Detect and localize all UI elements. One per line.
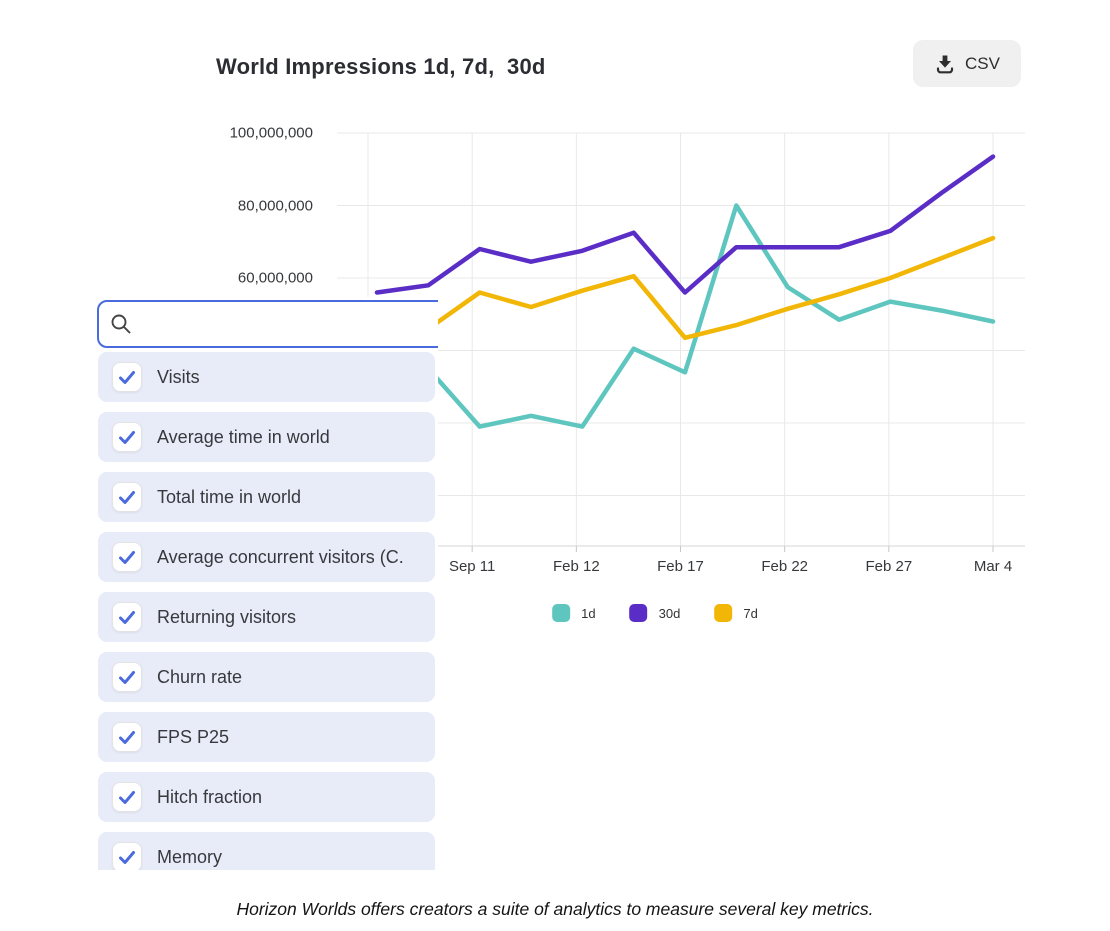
page-title: World Impressions 1d, 7d, 30d <box>216 54 546 79</box>
checkbox-checked[interactable] <box>112 482 142 512</box>
metric-label: Returning visitors <box>157 606 297 627</box>
metric-label: Hitch fraction <box>157 786 263 807</box>
metric-list-item[interactable]: Total time in world <box>98 472 435 522</box>
checkbox-checked[interactable] <box>112 362 142 392</box>
metric-list-item[interactable]: FPS P25 <box>98 712 435 762</box>
metric-list-item[interactable]: Churn rate <box>98 652 435 702</box>
metric-label: Average concurrent visitors (C. <box>157 546 404 567</box>
legend-label: 30d <box>658 605 681 621</box>
checkbox-checked[interactable] <box>112 542 142 572</box>
legend-swatch-7d <box>714 604 733 622</box>
checkmark-icon <box>119 371 135 384</box>
legend-swatch-30d <box>629 604 648 622</box>
checkmark-icon <box>119 551 135 564</box>
checkmark-icon <box>119 791 135 804</box>
checkmark-icon <box>119 491 135 504</box>
legend-swatch-1d <box>552 604 571 622</box>
series-line-7d <box>426 235 996 341</box>
metric-list: Visits Average time in world Total time in… <box>95 352 438 870</box>
y-tick-label: 60,000,000 <box>237 269 313 287</box>
chart-area[interactable] <box>330 126 1030 558</box>
metric-label: Total time in world <box>157 486 302 507</box>
chart-legend: 1d 30d 7d <box>552 604 758 622</box>
checkbox-checked[interactable] <box>112 842 142 870</box>
y-tick-label: 80,000,000 <box>237 197 313 214</box>
download-icon <box>936 55 954 73</box>
checkmark-icon <box>119 671 135 684</box>
legend-item-7d[interactable]: 7d <box>714 604 758 622</box>
x-tick-label: Mar 4 <box>973 558 1013 575</box>
series-line-30d <box>374 154 996 295</box>
search-input[interactable] <box>141 313 438 335</box>
metric-label: Memory <box>157 846 223 867</box>
x-tick-label: Feb 12 <box>552 558 600 575</box>
metric-list-item[interactable]: Hitch fraction <box>98 772 435 822</box>
metric-filter-panel: Visits Average time in world Total time in… <box>95 297 438 870</box>
metric-list-item[interactable]: Returning visitors <box>98 592 435 642</box>
metric-list-item[interactable]: Average time in world <box>98 412 435 462</box>
checkbox-checked[interactable] <box>112 602 142 632</box>
metric-label: Visits <box>157 366 200 387</box>
checkbox-checked[interactable] <box>112 422 142 452</box>
checkbox-checked[interactable] <box>112 662 142 692</box>
x-tick-label: Feb 17 <box>657 558 704 575</box>
legend-label: 7d <box>743 605 758 621</box>
checkmark-icon <box>119 851 135 864</box>
x-tick-label: Feb 22 <box>761 558 809 575</box>
x-tick-label: Sep 11 <box>448 558 496 575</box>
search-icon <box>111 314 131 334</box>
csv-download-button[interactable]: CSV <box>913 40 1021 87</box>
metric-search[interactable] <box>97 300 438 348</box>
y-tick-label: 100,000,000 <box>229 124 313 142</box>
checkmark-icon <box>119 431 135 444</box>
checkmark-icon <box>119 611 135 624</box>
checkbox-checked[interactable] <box>112 782 142 812</box>
legend-label: 1d <box>581 605 596 621</box>
metric-list-item[interactable]: Memory <box>98 832 435 870</box>
series-line-1d <box>426 203 996 429</box>
x-tick-label: Feb 27 <box>865 558 913 575</box>
caption: Horizon Worlds offers creators a suite o… <box>236 899 874 919</box>
checkbox-checked[interactable] <box>112 722 142 752</box>
checkmark-icon <box>119 731 135 744</box>
legend-item-30d[interactable]: 30d <box>629 604 681 622</box>
metric-list-item[interactable]: Average concurrent visitors (C. <box>98 532 435 582</box>
metric-label: FPS P25 <box>157 726 230 747</box>
legend-item-1d[interactable]: 1d <box>552 604 596 622</box>
metric-label: Churn rate <box>157 666 243 687</box>
csv-button-label: CSV <box>965 53 1000 73</box>
metric-label: Average time in world <box>157 426 330 447</box>
metric-list-item[interactable]: Visits <box>98 352 435 402</box>
